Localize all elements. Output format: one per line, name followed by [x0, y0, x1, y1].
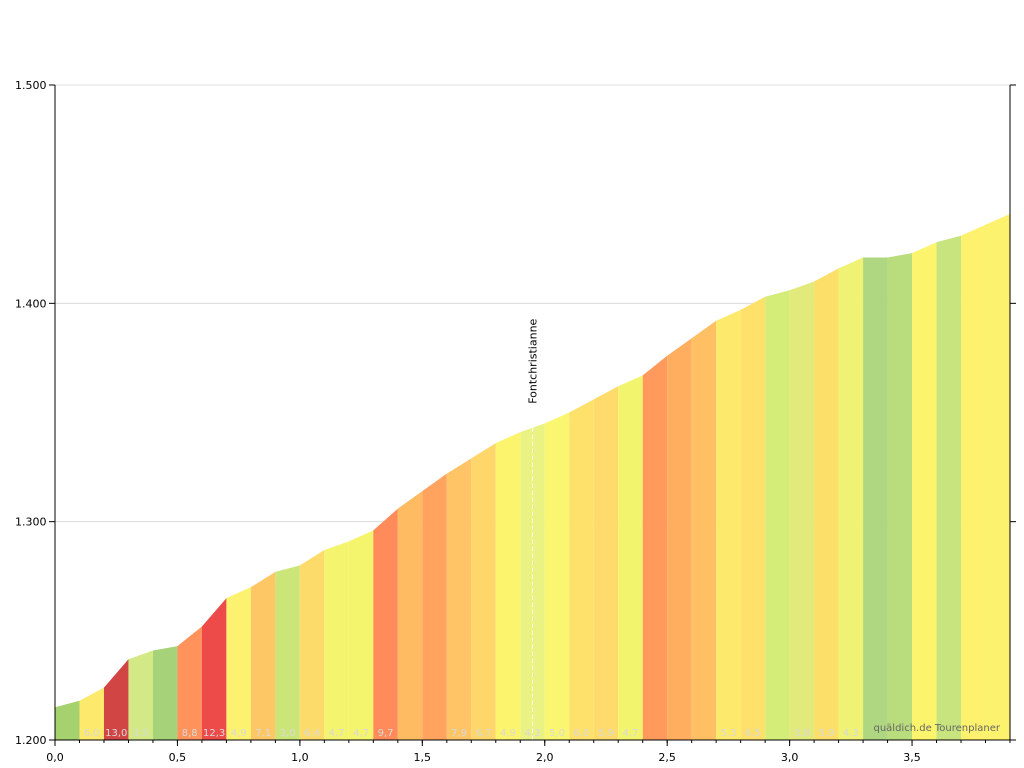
elevation-segment — [250, 571, 276, 740]
segment-gradient-label: 6,7 — [476, 728, 492, 739]
y-tick-label: 1.400 — [15, 297, 47, 310]
segment-gradient-label: 5,9 — [818, 728, 834, 739]
segment-gradient-label: 4,9 — [231, 728, 247, 739]
elevation-segment — [152, 646, 178, 740]
elevation-segment — [471, 443, 496, 740]
x-tick-label: 3,0 — [781, 751, 799, 764]
elevation-segment — [789, 281, 815, 740]
elevation-segment — [569, 399, 594, 740]
segment-gradient-label: 7,9 — [451, 728, 467, 739]
elevation-segment — [936, 235, 962, 740]
segment-gradient-label: 5,3 — [720, 728, 736, 739]
elevation-segments — [55, 213, 1010, 741]
segment-gradient-label: 3,5 — [133, 728, 149, 739]
elevation-segment — [691, 320, 717, 740]
annotation-label: Fontchristianne — [527, 318, 540, 403]
elevation-segment — [544, 412, 570, 740]
elevation-segment — [961, 224, 986, 740]
segment-gradient-label: 6,0 — [574, 728, 590, 739]
x-tick-label: 3,5 — [903, 751, 921, 764]
elevation-segment — [103, 659, 129, 740]
elevation-segment — [814, 268, 839, 740]
x-tick-label: 0,0 — [46, 751, 64, 764]
annotations: Fontchristianne — [527, 318, 540, 740]
elevation-segment — [397, 491, 423, 740]
segment-gradient-label: 3,8 — [794, 728, 810, 739]
segment-gradient-label: 8,8 — [182, 728, 198, 739]
elevation-segment — [520, 423, 545, 740]
x-tick-label: 2,5 — [658, 751, 676, 764]
elevation-segment — [128, 650, 153, 740]
elevation-segment — [422, 473, 447, 740]
elevation-segment — [299, 550, 325, 740]
segment-gradient-label: 13,0 — [105, 728, 127, 739]
x-tick-label: 2,0 — [536, 751, 554, 764]
elevation-segment — [55, 700, 80, 740]
elevation-segment — [863, 257, 888, 740]
axes: 1.200 1.300 1.400 1.500 0,0 0,5 1,0 1,5 2,0 2,5 3,… — [15, 79, 1016, 764]
elevation-segment — [495, 432, 521, 740]
x-tick-label: 1,0 — [291, 751, 309, 764]
y-tick-label: 1.200 — [15, 734, 47, 747]
elevation-segment — [618, 375, 643, 740]
segment-gradient-label: 5,9 — [598, 728, 614, 739]
elevation-segment — [226, 587, 251, 740]
elevation-segment — [79, 687, 104, 740]
segment-gradient-label: 7,1 — [255, 728, 271, 739]
elevation-segment — [740, 296, 766, 740]
elevation-segment — [324, 541, 349, 740]
x-tick-label: 0,5 — [169, 751, 187, 764]
elevation-segment — [446, 458, 472, 740]
y-tick-label: 1.300 — [15, 516, 47, 529]
x-tick-label: 1,5 — [414, 751, 432, 764]
elevation-segment — [642, 355, 668, 740]
segment-gradient-label: 4,7 — [329, 728, 345, 739]
segment-gradient-label: 4,3 — [525, 728, 541, 739]
segment-gradient-label: 5,0 — [549, 728, 565, 739]
elevation-segment — [765, 290, 790, 740]
elevation-segment — [838, 257, 864, 740]
elevation-segment — [593, 386, 619, 740]
elevation-segment — [985, 213, 1010, 741]
elevation-segment — [667, 338, 692, 740]
elevation-segment — [201, 598, 227, 740]
segment-gradient-label: 4,3 — [843, 728, 859, 739]
elevation-segment — [275, 565, 300, 740]
elevation-segment — [912, 242, 937, 740]
elevation-segment — [373, 508, 398, 740]
segment-gradient-label: 12,3 — [203, 728, 225, 739]
segment-gradient-label: 4,7 — [622, 728, 638, 739]
segment-gradient-label: 9,7 — [378, 728, 394, 739]
segment-gradient-label: 4,7 — [353, 728, 369, 739]
elevation-segment — [887, 253, 913, 740]
segment-gradient-label: 3,0 — [280, 728, 296, 739]
elevation-segment — [348, 530, 374, 740]
y-tick-label: 1.500 — [15, 79, 47, 92]
segment-gradient-label: 6,0 — [84, 728, 100, 739]
elevation-segment — [716, 309, 741, 740]
elevation-segment — [177, 626, 202, 740]
segment-gradient-label: 6,5 — [745, 728, 761, 739]
segment-gradient-label: 4,9 — [500, 728, 516, 739]
segment-gradient-label: 6,4 — [304, 728, 320, 739]
segment-gradient-labels: 6,0 13,0 3,5 8,8 12,3 4,9 7,1 3,0 6,4 4,7 4,7 9,7 7,… — [84, 728, 859, 739]
credit-text: quäldich.de Tourenplaner — [873, 723, 1000, 734]
